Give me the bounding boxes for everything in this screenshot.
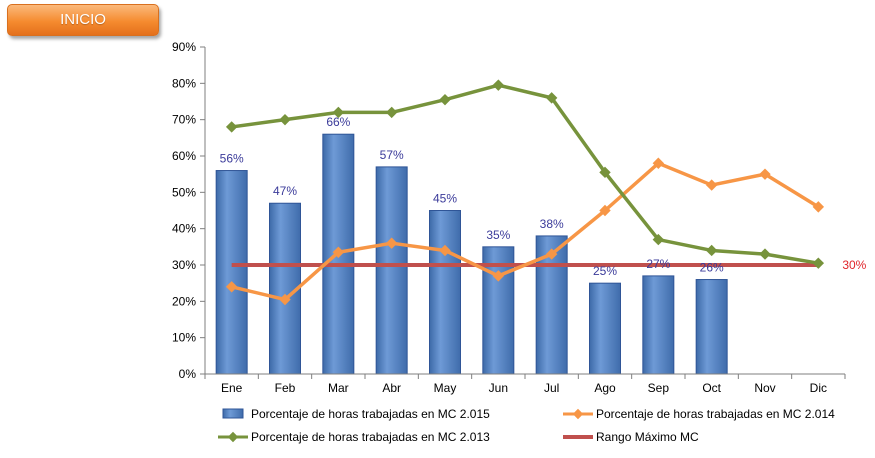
line-point	[545, 248, 558, 260]
bar-data-label: 57%	[380, 148, 404, 162]
y-tick-label: 90%	[172, 40, 196, 54]
line-point	[812, 201, 825, 213]
y-tick-label: 30%	[172, 258, 196, 272]
y-tick-label: 70%	[172, 113, 196, 127]
x-tick-label: Abr	[382, 381, 401, 395]
line-point	[759, 248, 771, 260]
bar	[642, 275, 675, 375]
line-point	[545, 92, 558, 104]
line-point	[492, 270, 505, 282]
line-point	[225, 121, 238, 133]
bar	[589, 282, 621, 375]
bar-data-label: 66%	[326, 115, 350, 129]
legend-swatch-marker	[227, 431, 239, 443]
inicio-button[interactable]: INICIO	[7, 4, 159, 36]
y-tick-label: 20%	[172, 294, 196, 308]
bar-data-label: 47%	[273, 184, 297, 198]
bar	[695, 279, 728, 375]
lines-layer	[225, 79, 825, 306]
reference-end-label: 30%	[842, 258, 866, 272]
line-point	[492, 79, 505, 91]
bar-data-label: 35%	[486, 228, 510, 242]
series-line	[231, 161, 820, 302]
legend-entry-label: Rango Máximo MC	[596, 430, 699, 444]
data-labels-layer: 56% 47% 66% 57% 45% 35% 38% 25% 27% 26% 30%	[220, 115, 867, 278]
legend-entry-label: Porcentaje de horas trabajadas en MC 2.0…	[251, 430, 490, 444]
line-point	[652, 233, 665, 246]
x-tick-label: Nov	[754, 381, 775, 395]
x-tick-label: Jul	[544, 381, 559, 395]
bar	[482, 246, 515, 375]
bar-data-label: 27%	[646, 257, 670, 271]
x-tick-label: Sep	[648, 381, 670, 395]
y-tick-label: 40%	[172, 222, 196, 236]
legend-swatch-marker	[572, 408, 584, 420]
x-tick-label: Ene	[221, 381, 243, 395]
bars-layer	[215, 133, 728, 375]
line-point	[652, 157, 665, 169]
line-point	[599, 204, 611, 217]
bar-data-label: 56%	[220, 152, 244, 166]
bar	[215, 170, 248, 375]
y-tick-label: 10%	[172, 331, 196, 345]
x-tick-label: Dic	[810, 381, 827, 395]
bar	[375, 166, 408, 375]
y-tick-label: 50%	[172, 185, 196, 199]
bar-data-label: 45%	[433, 192, 457, 206]
line-point	[812, 257, 825, 269]
bar-data-label: 38%	[540, 217, 564, 231]
x-tick-label: Jun	[489, 381, 508, 395]
line-point	[439, 244, 451, 257]
line-point	[332, 106, 345, 119]
x-tick-label: Oct	[702, 381, 721, 395]
line-point	[225, 281, 238, 293]
line-point	[759, 168, 771, 180]
y-tick-label: 60%	[172, 149, 196, 163]
y-tick-label: 0%	[179, 367, 197, 381]
bar-data-label: 25%	[593, 264, 617, 278]
legend: Porcentaje de horas trabajadas en MC 2.0…	[218, 407, 835, 444]
x-tick-label: Feb	[275, 381, 296, 395]
bar	[429, 210, 461, 375]
x-tick-label: Mar	[328, 381, 349, 395]
legend-entry-label: Porcentaje de horas trabajadas en MC 2.0…	[596, 407, 835, 421]
line-point	[385, 237, 398, 249]
line-point	[279, 293, 291, 306]
axes-layer: 0% 10% 20% 30% 40% 50% 60% 70% 80% 90% Ene Feb Mar Ab…	[172, 40, 846, 395]
line-point	[705, 179, 718, 191]
y-tick-label: 80%	[172, 76, 196, 90]
line-point	[385, 106, 398, 119]
x-tick-label: May	[434, 381, 457, 395]
line-point	[705, 244, 718, 257]
legend-swatch-bar	[222, 408, 244, 419]
bar-data-label: 26%	[700, 261, 724, 275]
series-line	[231, 83, 819, 265]
line-point	[279, 113, 291, 126]
line-point	[599, 166, 611, 179]
line-point	[332, 246, 345, 258]
x-tick-label: Ago	[594, 381, 616, 395]
legend-entry-label: Porcentaje de horas trabajadas en MC 2.0…	[251, 407, 490, 421]
line-point	[439, 93, 451, 106]
